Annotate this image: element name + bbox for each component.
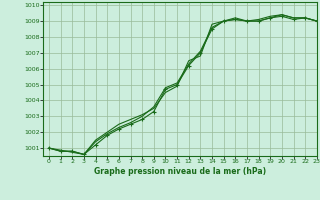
X-axis label: Graphe pression niveau de la mer (hPa): Graphe pression niveau de la mer (hPa) <box>94 167 266 176</box>
